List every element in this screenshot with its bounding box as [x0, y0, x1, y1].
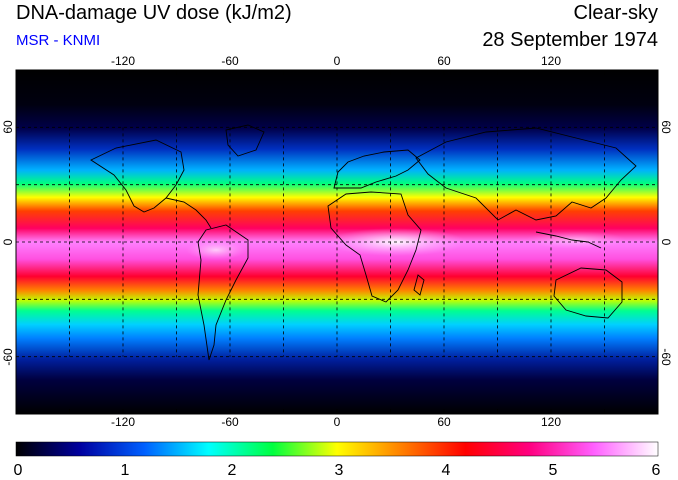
europe-coast	[333, 149, 421, 189]
lat-tick-right-0: 0	[659, 239, 673, 246]
australia-coast	[553, 267, 623, 319]
africa-coast	[327, 191, 422, 303]
lon-tick-top-5: 120	[541, 54, 561, 68]
date-label: 28 September 1974	[482, 29, 658, 51]
colorbar-tick-0: 0	[14, 462, 23, 479]
sky-condition-label: Clear-sky	[573, 2, 658, 24]
lon-tick-bottom-3: 0	[334, 415, 341, 429]
coastlines	[90, 124, 637, 361]
source-label: MSR - KNMI	[16, 32, 101, 49]
map-title: DNA-damage UV dose (kJ/m2)	[16, 2, 292, 24]
uv-maximum-south-america	[186, 240, 246, 260]
lon-tick-bottom-5: 120	[541, 415, 561, 429]
lat-tick-left-60: 60	[1, 120, 15, 134]
lon-tick-top-4: 60	[437, 54, 451, 68]
asia-coast	[415, 127, 637, 221]
lon-tick-top-2: -60	[221, 54, 239, 68]
south-america-coast	[197, 224, 249, 361]
madagascar-coast	[413, 274, 425, 296]
greenland-coast	[225, 124, 265, 157]
lat-tick-left-minus60: -60	[1, 348, 15, 366]
colorbar-tick-2: 2	[228, 462, 237, 479]
colorbar-tick-1: 1	[121, 462, 130, 479]
colorbar-tick-4: 4	[442, 462, 451, 479]
central-america-coast	[165, 197, 212, 229]
lon-tick-bottom-4: 60	[437, 415, 451, 429]
colorbar-gradient	[15, 441, 659, 457]
lat-tick-right-minus60: -60	[659, 348, 673, 366]
lon-tick-top-1: -120	[111, 54, 135, 68]
tick-marks	[69, 70, 605, 414]
colorbar-tick-6: 6	[652, 462, 661, 479]
colorbar-tick-3: 3	[335, 462, 344, 479]
lon-tick-top-3: 0	[334, 54, 341, 68]
lat-tick-left-0: 0	[1, 238, 15, 245]
uv-maximum-pacific	[526, 231, 626, 249]
lon-tick-bottom-1: -120	[111, 415, 135, 429]
colorbar: 0 1 2 3 4 5 6	[14, 441, 661, 479]
lat-tick-right-60: 60	[659, 120, 673, 134]
uv-dose-map: -120 -60 0 60 120 -120 -60 0 60 120 60 0…	[1, 54, 673, 429]
map-grid	[16, 126, 658, 358]
lon-tick-bottom-2: -60	[221, 415, 239, 429]
indonesia-coast	[535, 231, 602, 249]
colorbar-tick-5: 5	[549, 462, 558, 479]
